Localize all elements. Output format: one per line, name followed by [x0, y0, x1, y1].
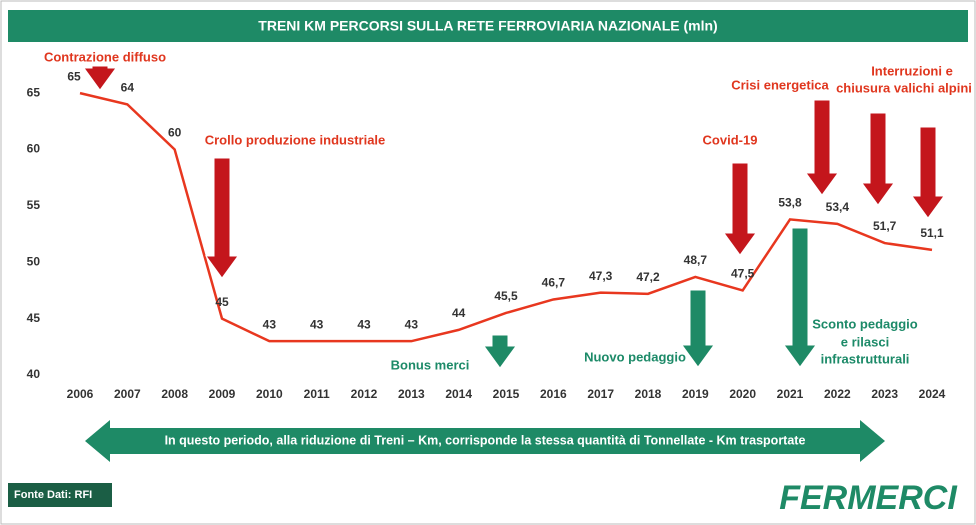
value-label: 47,5 — [731, 267, 755, 281]
value-label: 47,3 — [589, 269, 613, 283]
value-label: 43 — [357, 317, 371, 331]
x-tick-label: 2012 — [351, 387, 378, 401]
annotation: e rilasci — [841, 334, 889, 349]
value-label: 53,4 — [826, 200, 850, 214]
x-tick-label: 2010 — [256, 387, 283, 401]
value-label: 43 — [405, 317, 419, 331]
value-label: 45 — [215, 295, 229, 309]
value-label: 47,2 — [636, 270, 660, 284]
value-label: 46,7 — [542, 276, 566, 290]
value-label: 53,8 — [778, 196, 802, 210]
x-tick-label: 2022 — [824, 387, 851, 401]
x-tick-label: 2024 — [919, 387, 946, 401]
annotation: infrastrutturali — [821, 351, 910, 366]
x-tick-label: 2021 — [777, 387, 804, 401]
annotation-arrow — [783, 227, 817, 368]
y-tick-label: 40 — [27, 367, 41, 381]
x-tick-label: 2018 — [635, 387, 662, 401]
annotation: Sconto pedaggio — [812, 316, 918, 331]
x-tick-label: 2014 — [445, 387, 472, 401]
line — [79, 91, 933, 343]
x-tick-label: 2008 — [161, 387, 188, 401]
value-label: 43 — [310, 317, 324, 331]
annotation: Covid-19 — [703, 132, 758, 147]
source-box — [8, 483, 112, 507]
value-label: 65 — [67, 69, 81, 83]
annotation: Bonus merci — [391, 357, 470, 372]
x-tick-label: 2020 — [729, 387, 756, 401]
value-label: 64 — [121, 81, 135, 95]
annotation: Crollo produzione industriale — [205, 132, 386, 147]
value-label: 51,7 — [873, 219, 897, 233]
y-tick-label: 65 — [27, 85, 41, 99]
banner-text: In questo periodo, alla riduzione di Tre… — [165, 433, 806, 447]
x-tick-label: 2011 — [304, 387, 330, 401]
chart-title: TRENI KM PERCORSI SULLA RETE FERROVIARIA… — [258, 18, 717, 34]
annotation: chiusura valichi alpini — [836, 80, 972, 95]
value-label: 45,5 — [494, 289, 518, 303]
annotation-arrow — [805, 99, 839, 196]
annotation-arrow — [83, 65, 117, 91]
logo: FERMERCI — [779, 479, 958, 517]
annotation-arrow — [861, 112, 895, 206]
x-tick-label: 2016 — [540, 387, 567, 401]
x-tick-label: 2015 — [493, 387, 520, 401]
x-tick-label: 2013 — [398, 387, 425, 401]
y-tick-label: 60 — [27, 142, 41, 156]
annotation-arrow — [911, 126, 945, 219]
y-tick-label: 45 — [27, 311, 41, 325]
value-label: 43 — [263, 317, 277, 331]
x-tick-label: 2006 — [67, 387, 94, 401]
value-label: 48,7 — [684, 253, 708, 267]
annotation-arrow — [681, 289, 715, 368]
value-label: 44 — [452, 306, 466, 320]
value-label: 60 — [168, 126, 182, 140]
annotation-arrow — [723, 162, 757, 256]
value-label: 51,1 — [920, 226, 944, 240]
annotation-arrow — [483, 334, 517, 369]
title-bar — [8, 10, 968, 42]
x-tick-label: 2009 — [209, 387, 236, 401]
x-tick-label: 2007 — [114, 387, 141, 401]
x-tick-label: 2017 — [587, 387, 614, 401]
source: Fonte Dati: RFI — [14, 489, 92, 501]
annotation: Interruzioni e — [871, 63, 953, 78]
x-tick-label: 2023 — [871, 387, 898, 401]
x-tick-label: 2019 — [682, 387, 709, 401]
y-tick-label: 55 — [27, 198, 41, 212]
annotation-arrow — [205, 157, 239, 279]
annotation: Crisi energetica — [731, 77, 829, 92]
banner-arrow — [85, 420, 885, 462]
annotation: Nuovo pedaggio — [584, 349, 686, 364]
y-tick-label: 50 — [27, 254, 41, 268]
annotation: Contrazione diffuso — [44, 49, 166, 64]
